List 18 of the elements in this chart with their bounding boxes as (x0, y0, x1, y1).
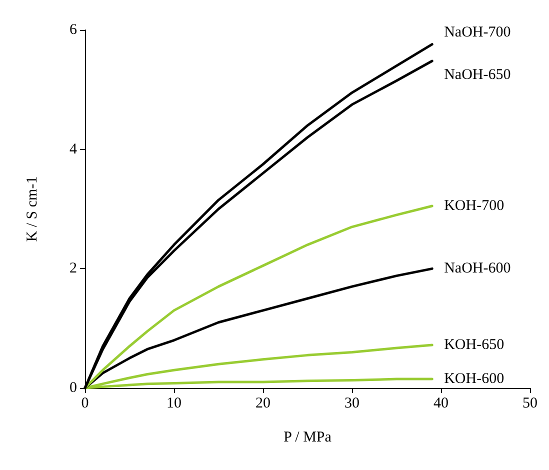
y-tick-label: 6 (70, 22, 78, 38)
series-label: NaOH-600 (444, 260, 511, 277)
y-tick-label: 2 (70, 260, 77, 277)
x-tick-label: 0 (81, 396, 89, 412)
series-label: NaOH-650 (444, 67, 511, 84)
x-tick-label: 30 (344, 396, 360, 412)
y-axis-title: K / S cm-1 (24, 176, 40, 242)
x-tick-label: 20 (256, 396, 270, 412)
series-label: KOH-650 (444, 337, 504, 354)
series-label: KOH-700 (444, 198, 504, 214)
x-tick-label: 50 (522, 396, 538, 412)
x-axis-title: P / MPa (284, 430, 332, 446)
series-label: NaOH-700 (444, 24, 511, 40)
x-tick-label: 10 (166, 396, 182, 412)
y-tick-label: 0 (70, 380, 77, 396)
y-tick-label: 4 (70, 141, 78, 158)
x-tick-label: 40 (434, 396, 448, 412)
series-label: KOH-600 (444, 371, 504, 388)
